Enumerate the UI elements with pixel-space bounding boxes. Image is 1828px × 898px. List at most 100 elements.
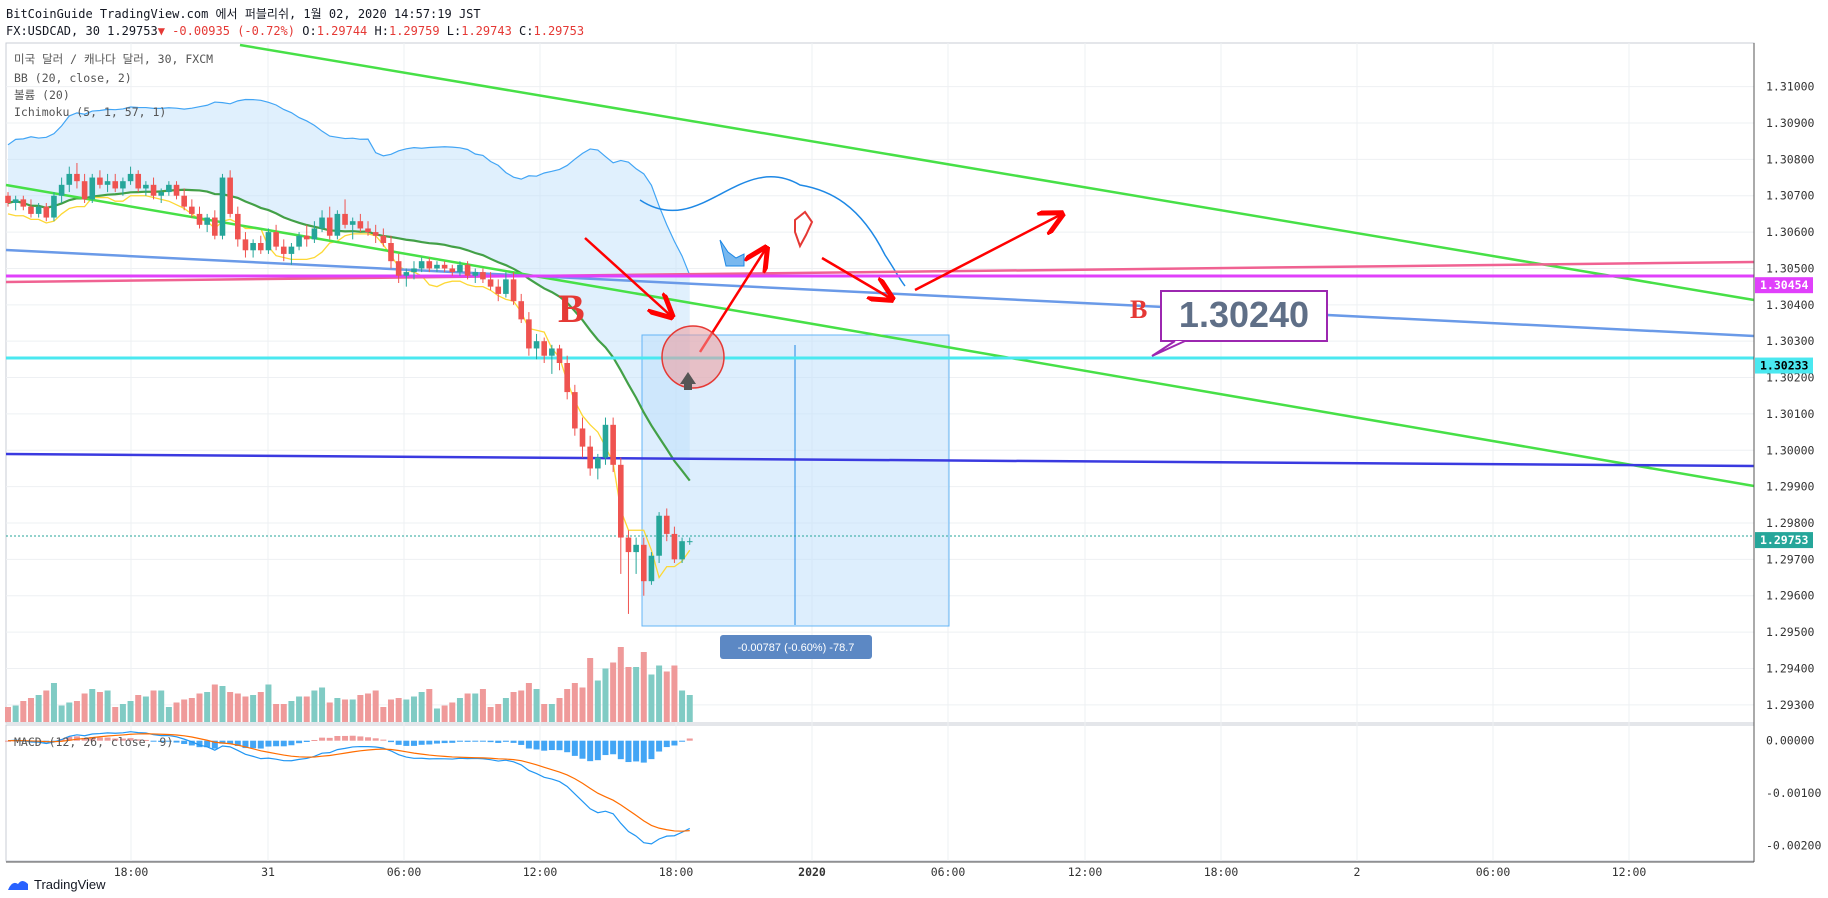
label-b-left: B (558, 286, 585, 331)
price-tick-label: 1.30100 (1766, 407, 1815, 421)
volume-bar (564, 689, 571, 722)
candle-body (426, 261, 433, 269)
candle-body (618, 464, 624, 538)
macd-histogram-bar (686, 738, 693, 741)
price-badge (1755, 357, 1813, 374)
macd-histogram-bar (96, 737, 103, 741)
candle-body (495, 286, 502, 294)
macd-histogram-bar (510, 740, 517, 743)
volume-bar (280, 704, 287, 722)
candle-body (679, 541, 685, 560)
candle-body (334, 213, 341, 236)
volume-bar (502, 698, 509, 722)
macd-histogram-bar (257, 740, 264, 749)
candle-body (311, 228, 318, 240)
candle-body (640, 544, 647, 582)
macd-histogram-bar (142, 739, 149, 741)
volume-bar (150, 690, 157, 722)
high-value: 1.29759 (388, 24, 440, 38)
price-tick-label: 1.29800 (1766, 516, 1815, 530)
candle-body (173, 184, 180, 196)
macd-histogram-bar (464, 740, 471, 742)
macd-histogram-bar (495, 740, 502, 743)
macd-histogram-bar (326, 737, 333, 741)
volume-bar (135, 695, 142, 722)
macd-histogram-bar (150, 740, 157, 742)
volume-bar (257, 692, 264, 722)
candle-body (204, 217, 210, 225)
candle-body (235, 213, 241, 240)
price-tick-label: 1.29400 (1766, 661, 1815, 675)
candle-body (587, 446, 593, 469)
candle-body (288, 246, 295, 254)
candle-body (480, 272, 486, 280)
macd-histogram-bar (533, 740, 540, 750)
time-tick-label: 12:00 (1612, 865, 1647, 879)
volume-bar (81, 693, 88, 722)
candle-body (127, 173, 134, 182)
candle-body (625, 537, 632, 553)
tradingview-brand[interactable]: TradingView (6, 877, 106, 892)
macd-histogram-bar (525, 740, 532, 749)
macd-histogram-bar (671, 740, 678, 746)
candle-body (663, 515, 670, 534)
macd-histogram-bar (173, 740, 180, 743)
candle-body (319, 217, 325, 229)
macd-histogram-bar (365, 737, 372, 741)
candle-body (533, 341, 540, 349)
volume-bar (311, 690, 318, 722)
brand-label: TradingView (34, 877, 106, 892)
candle-body (671, 533, 678, 560)
candle-body (158, 192, 164, 196)
down-hand-icon (794, 210, 814, 249)
price-tick-label: 1.30000 (1766, 443, 1815, 457)
volume-bar (142, 696, 149, 722)
volume-bar (50, 683, 57, 722)
ichimoku-cloud (8, 99, 690, 481)
candle-body (403, 272, 410, 276)
volume-bar (211, 684, 218, 722)
macd-histogram-bar (89, 737, 96, 741)
macd-histogram-bar (640, 740, 647, 763)
pointing-hand-icon (719, 239, 745, 267)
price-tick-label: 1.29600 (1766, 589, 1815, 603)
legend-title: 미국 달러 / 캐나다 달러, 30, FXCM (14, 52, 213, 66)
macd-histogram-bar (541, 740, 548, 751)
macd-histogram-bar (5, 740, 11, 742)
chart-header: BitCoinGuide TradingView.com 에서 퍼블리쉬, 1월… (6, 6, 584, 40)
macd-histogram-bar (656, 740, 663, 752)
candle-body (51, 195, 57, 218)
price-badge (1755, 532, 1813, 549)
open-label: O: (302, 24, 317, 38)
candle-body (150, 184, 157, 196)
bb-middle-line (7, 188, 691, 482)
time-tick-label: 12:00 (1068, 865, 1103, 879)
volume-bar (43, 690, 50, 722)
candle-body (43, 206, 50, 218)
candle-body (143, 184, 149, 189)
volume-bar (349, 699, 356, 722)
volume-bar (541, 704, 548, 722)
candle-body (564, 363, 570, 393)
time-tick-label: 18:00 (659, 865, 694, 879)
price-tick-label: 1.30500 (1766, 261, 1815, 275)
upper-trendline (239, 43, 1755, 302)
candle-body (265, 232, 272, 251)
volume-bar (119, 704, 126, 722)
candle-body (35, 206, 42, 214)
volume-bar (165, 707, 172, 722)
volume-bar (579, 687, 586, 722)
volume-bar (96, 692, 103, 722)
volume-bar (112, 707, 119, 722)
time-tick-label: 12:00 (523, 865, 558, 879)
macd-histogram-bar (479, 740, 486, 742)
macd-histogram-bar (648, 740, 655, 760)
legend-ichimoku: Ichimoku (5, 1, 57, 1) (14, 105, 166, 119)
volume-bar (388, 699, 394, 722)
candle-body (227, 177, 233, 214)
candle-body (66, 173, 73, 185)
macd-histogram-bar (472, 740, 479, 742)
candle-body (526, 319, 532, 349)
candle-body (280, 246, 287, 254)
